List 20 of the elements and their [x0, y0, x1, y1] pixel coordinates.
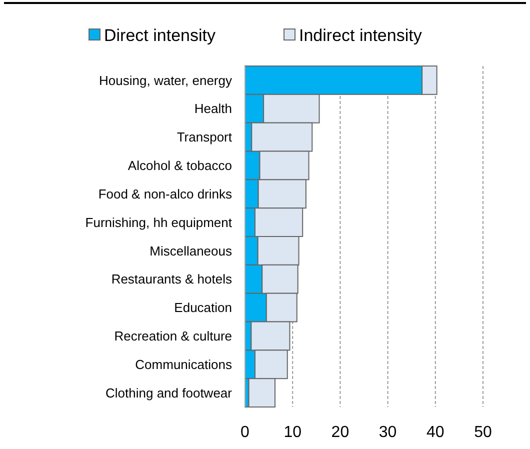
y-tick-label: Recreation & culture	[114, 328, 232, 344]
y-tick-label: Furnishing, hh equipment	[85, 214, 232, 230]
x-tick-label: 40	[426, 424, 444, 441]
legend-label: Direct intensity	[104, 26, 216, 45]
legend-label: Indirect intensity	[299, 26, 422, 45]
x-tick-label: 10	[284, 424, 302, 441]
y-tick-label: Alcohol & tobacco	[128, 158, 232, 174]
x-tick-label: 50	[474, 424, 492, 441]
y-tick-label: Communications	[135, 356, 232, 372]
x-tick-label: 0	[240, 424, 250, 441]
x-tick-label: 20	[331, 424, 350, 441]
y-tick-label: Restaurants & hotels	[111, 272, 232, 287]
x-tick-label: 30	[378, 424, 397, 441]
y-tick-label: Clothing and footwear	[106, 385, 233, 400]
y-tick-label: Education	[174, 300, 232, 316]
y-tick-label: Housing, water, energy	[99, 72, 232, 88]
y-tick-label: Health	[194, 101, 232, 116]
y-tick-label: Miscellaneous	[150, 243, 232, 258]
y-tick-label: Food & non-alco drinks	[98, 186, 232, 202]
y-tick-label: Transport	[176, 130, 232, 145]
